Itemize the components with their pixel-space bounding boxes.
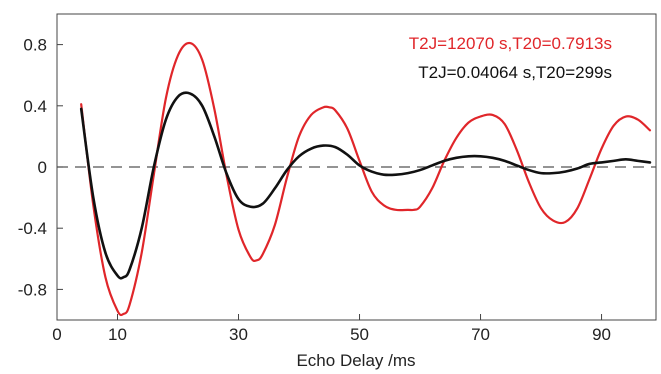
x-axis-title: Echo Delay /ms xyxy=(296,351,415,370)
x-tick-label: 0 xyxy=(52,325,61,344)
x-tick-label: 50 xyxy=(350,325,369,344)
x-tick-label: 90 xyxy=(592,325,611,344)
y-tick-label: 0 xyxy=(38,158,47,177)
legend-entry: T2J=0.04064 s,T20=299s xyxy=(418,63,612,82)
series-layer xyxy=(79,41,652,317)
y-tick-label: -0.4 xyxy=(18,219,47,238)
x-tick-label: 10 xyxy=(108,325,127,344)
y-axis-ticks: 0.8 0.4 0 -0.4 -0.8 xyxy=(18,36,63,299)
x-tick-label: 70 xyxy=(471,325,490,344)
series-line-black xyxy=(79,91,652,280)
series-line-red xyxy=(80,41,652,317)
x-tick-label: 30 xyxy=(229,325,248,344)
y-tick-label: 0.4 xyxy=(23,97,47,116)
y-tick-label: -0.8 xyxy=(18,280,47,299)
x-axis-ticks: 0 10 30 50 70 90 xyxy=(52,314,611,344)
legend-entry: T2J=12070 s,T20=0.7913s xyxy=(409,34,612,53)
legend: T2J=12070 s,T20=0.7913s T2J=0.04064 s,T20… xyxy=(409,34,612,82)
y-tick-label: 0.8 xyxy=(23,36,47,55)
